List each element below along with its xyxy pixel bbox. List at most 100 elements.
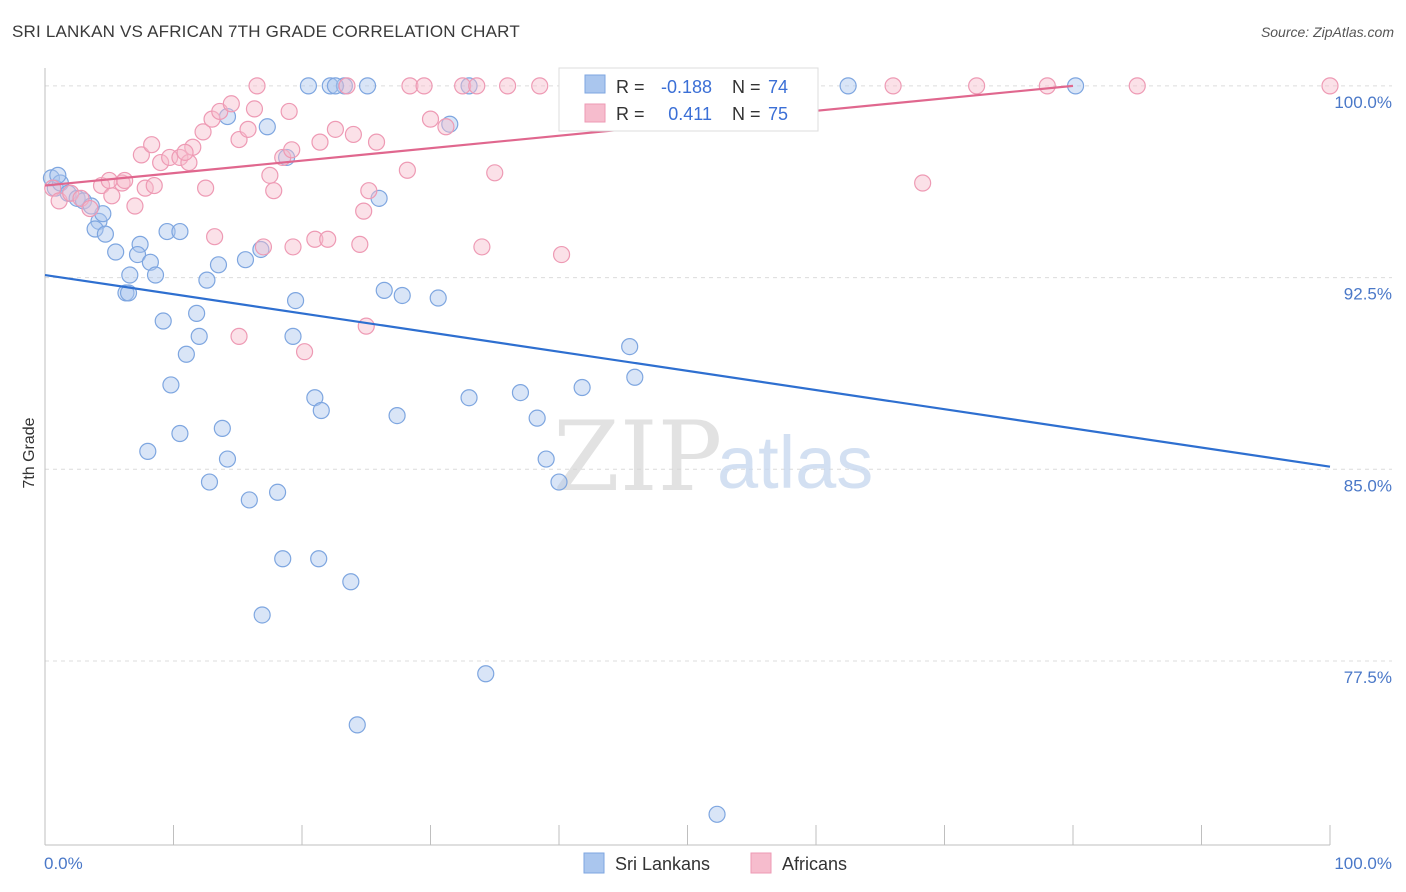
sri-lankan-point [158, 222, 176, 241]
y-tick-label: 92.5% [1344, 285, 1392, 304]
legend-swatch-africans [750, 852, 772, 874]
african-point [239, 120, 257, 138]
stats-r-value-0: -0.188 [661, 77, 712, 97]
african-point [145, 176, 163, 195]
african-point [261, 166, 279, 184]
african-point [968, 77, 986, 95]
sri-lankan-point [171, 222, 189, 241]
y-tick-label: 77.5% [1344, 668, 1392, 687]
african-trend-line [44, 84, 1074, 187]
gridlines [45, 85, 1392, 662]
chart-title: SRI LANKAN VS AFRICAN 7TH GRADE CORRELAT… [12, 22, 520, 41]
legend-swatch-sri-lankans [583, 852, 605, 874]
points-layer [42, 77, 1339, 823]
sri-lankan-point [139, 442, 157, 460]
african-point [295, 343, 314, 361]
sri-lankan-point [141, 253, 159, 271]
sri-lankan-point [626, 368, 644, 386]
african-point [531, 77, 549, 95]
african-point [143, 136, 161, 154]
sri-lankan-point [131, 235, 149, 253]
african-point [355, 202, 373, 220]
sri-lankan-point [198, 271, 216, 289]
sri-lankan-point [286, 291, 305, 310]
african-point [245, 100, 264, 118]
sri-lankan-point [107, 243, 125, 261]
african-point [398, 161, 416, 179]
african-point [499, 77, 517, 95]
sri-lankan-point [358, 77, 377, 95]
sri-lankan-point [621, 337, 639, 356]
african-point [486, 164, 504, 182]
african-point [284, 238, 302, 256]
african-point [248, 77, 266, 95]
sri-lankan-point [154, 312, 172, 330]
african-point [230, 327, 248, 345]
sri-lankan-point [274, 550, 292, 568]
african-point [367, 133, 386, 151]
african-point [152, 153, 170, 172]
sri-lankan-point [839, 77, 857, 95]
stats-n-value-0: 74 [768, 77, 788, 97]
sri-lankan-point [121, 266, 139, 284]
sri-lankan-point [388, 407, 406, 425]
african-point [132, 146, 150, 164]
african-point [401, 77, 419, 95]
stats-n-label-1: N = [732, 104, 761, 124]
african-point [116, 171, 134, 190]
stats-r-value-1: 0.411 [668, 104, 712, 124]
african-point [344, 125, 362, 144]
african-point [437, 118, 455, 136]
sri-lankan-point [252, 240, 270, 259]
sri-lankan-point [218, 450, 237, 468]
african-point [357, 317, 375, 335]
sri-lankan-point [348, 716, 366, 734]
sri-lankan-point [573, 378, 591, 397]
african-point [1321, 77, 1339, 95]
trend-layer [44, 84, 1331, 468]
african-point [326, 120, 345, 138]
sri-lankan-point [253, 606, 271, 624]
sri-lankan-point [310, 550, 328, 568]
african-point [319, 230, 337, 248]
african-point [1038, 77, 1056, 95]
sri-lankan-point [188, 304, 206, 322]
african-point [194, 123, 212, 141]
african-point [415, 77, 433, 95]
sri-lankan-point [342, 573, 360, 591]
sri-lankan-point [128, 245, 147, 264]
sri-lankan-point [200, 473, 219, 491]
sri-lankan-point [550, 473, 568, 491]
african-point [283, 141, 301, 159]
african-point [306, 230, 324, 248]
african-point [1128, 77, 1146, 95]
sri-lankan-point [171, 424, 189, 443]
african-point [338, 77, 356, 95]
african-point [914, 174, 932, 192]
sri-lankan-point [299, 77, 318, 95]
sri-lankan-point [321, 77, 339, 95]
source-credit: Source: ZipAtlas.com [1260, 24, 1394, 40]
stats-r-label-0: R = [616, 77, 645, 97]
african-point [884, 77, 902, 95]
sri-lankan-point [375, 281, 393, 299]
african-point [81, 199, 99, 218]
axes [44, 68, 1331, 846]
legend-label-africans: Africans [782, 854, 847, 874]
african-point [222, 95, 240, 113]
sri-lankan-point [146, 266, 165, 284]
african-point [421, 110, 440, 128]
sri-lankan-point [393, 286, 411, 305]
sri-lankan-point [708, 805, 726, 823]
african-point [311, 133, 329, 151]
sri-lankan-point [240, 491, 258, 509]
african-point [206, 228, 224, 246]
sri-lankan-point [190, 327, 208, 345]
y-axis-label: 7th Grade [21, 417, 38, 488]
sri-lankan-point [511, 384, 530, 402]
african-point [280, 102, 298, 121]
legend-label-sri-lankans: Sri Lankans [615, 854, 710, 874]
sri-lankan-point [96, 225, 114, 243]
watermark-atlas: atlas [717, 421, 873, 504]
